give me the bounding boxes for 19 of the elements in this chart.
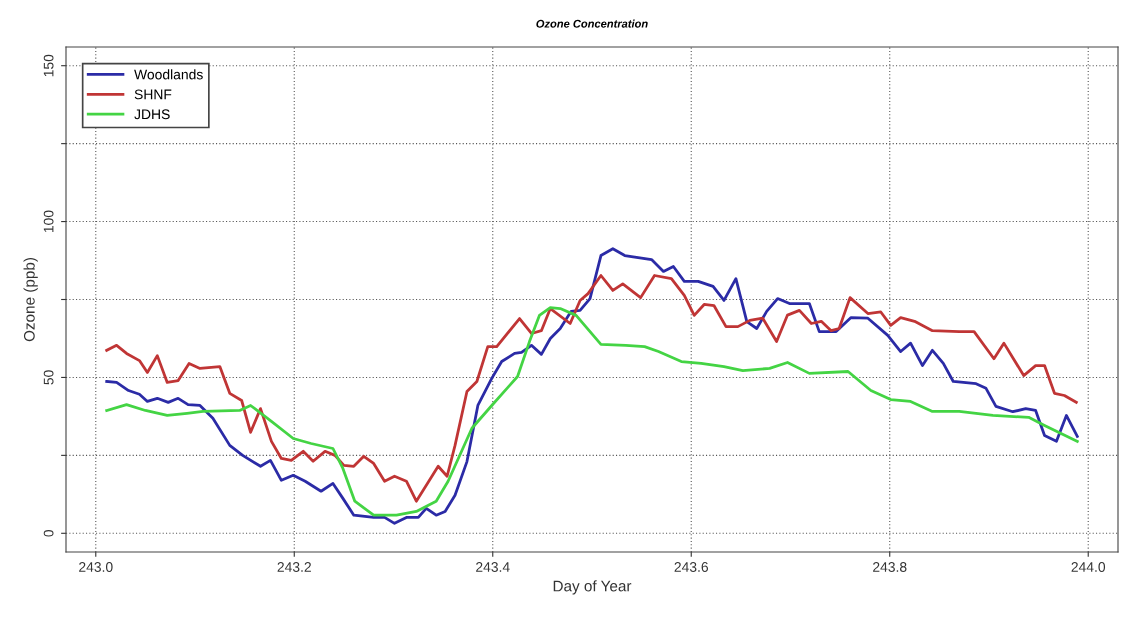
x-tick-label: 243.0 <box>79 562 113 572</box>
x-tick-label: 243.4 <box>476 562 510 572</box>
y-tick-label: 0 <box>43 529 54 537</box>
y-axis-title: Ozone (ppb) <box>23 257 38 342</box>
y-tick-label: 50 <box>43 370 54 385</box>
line-series <box>105 306 1079 517</box>
x-tick-label: 244.0 <box>1071 562 1106 572</box>
legend-label: JDHS <box>134 109 170 120</box>
line-series <box>105 247 1079 525</box>
line-series <box>105 274 1078 503</box>
chart-title: Ozone Concentration <box>536 19 648 28</box>
x-tick-label: 243.2 <box>277 562 311 572</box>
x-axis-title: Day of Year <box>553 580 632 595</box>
y-tick-label: 100 <box>43 210 54 233</box>
legend-label: SHNF <box>134 89 172 100</box>
x-tick-label: 243.8 <box>873 562 907 572</box>
x-tick-label: 243.6 <box>674 562 709 572</box>
y-tick-label: 150 <box>43 54 54 77</box>
legend-label: Woodlands <box>134 69 203 80</box>
